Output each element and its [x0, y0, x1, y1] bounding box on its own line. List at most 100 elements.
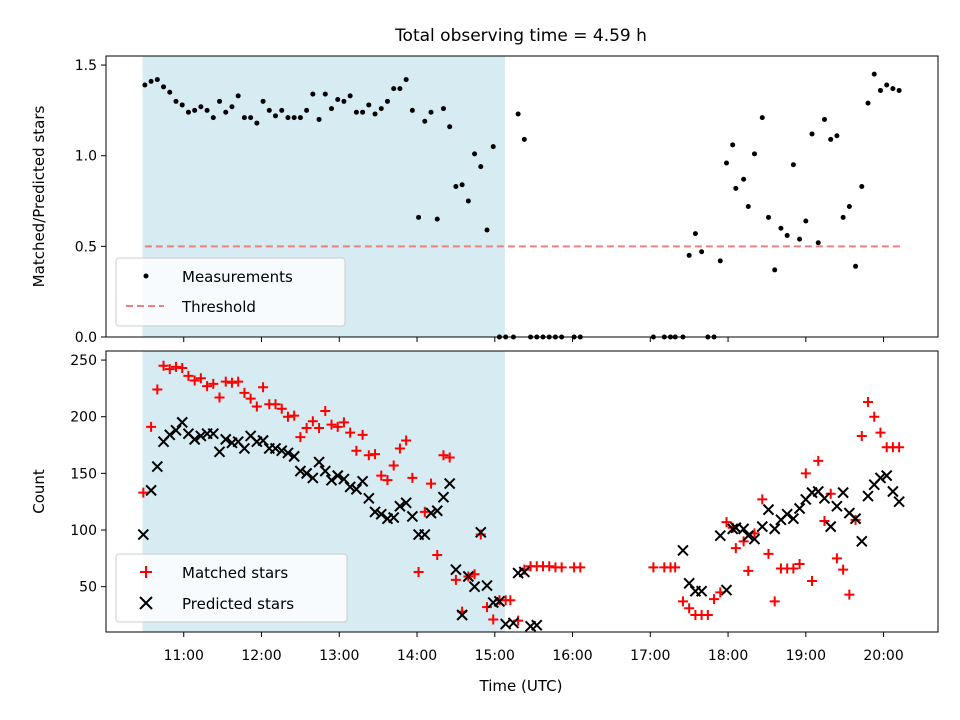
matched-star-point — [505, 595, 516, 606]
measurement-point — [717, 258, 723, 264]
measurement-point — [846, 203, 852, 209]
x-tick-label: 12:00 — [241, 648, 281, 664]
measurement-point — [797, 236, 803, 242]
predicted-star-point — [145, 484, 157, 497]
predicted-star-point — [213, 446, 226, 458]
predicted-star-point — [880, 469, 893, 482]
measurement-point — [490, 144, 496, 150]
matched-star-point — [831, 553, 842, 564]
measurement-point — [217, 98, 223, 104]
matched-star-point — [438, 450, 449, 461]
measurement-point — [447, 124, 453, 130]
matched-star-point — [730, 543, 741, 554]
top-legend: Measurements Threshold — [115, 257, 346, 327]
measurement-point — [733, 185, 739, 191]
matched-star-point — [307, 416, 318, 427]
predicted-star-point — [762, 503, 775, 516]
predicted-star-point — [282, 447, 294, 459]
predicted-star-point — [332, 469, 344, 482]
measurement-point — [453, 184, 459, 190]
measurement-point — [347, 93, 353, 99]
measurement-point — [784, 232, 790, 238]
measurement-point — [279, 107, 285, 113]
measurement-point — [741, 176, 747, 182]
measurement-point — [322, 91, 328, 97]
matched-star-point — [233, 376, 244, 387]
measurement-point — [161, 84, 167, 90]
matched-star-point — [648, 562, 659, 573]
measurement-point — [699, 249, 705, 255]
matched-star-point — [819, 515, 830, 526]
bottom-x-axis: 11:00 12:00 13:00 14:00 15:00 16:00 17:00 18:00… — [164, 632, 904, 664]
predicted-star-point — [720, 584, 733, 596]
measurement-point — [391, 86, 397, 92]
measurement-point — [890, 86, 896, 92]
matched-star-point — [276, 403, 287, 414]
measurement-point — [378, 106, 384, 112]
matched-star-point — [825, 488, 836, 499]
predicted-star-point — [325, 474, 338, 486]
measurement-point — [778, 225, 784, 231]
predicted-star-point — [893, 495, 905, 508]
measurement-point — [759, 115, 765, 121]
matched-star-point — [677, 596, 688, 607]
matched-star-point — [863, 396, 874, 407]
predicted-star-point — [831, 500, 843, 512]
measurement-point — [403, 77, 409, 83]
x-tick-label: 18:00 — [708, 648, 748, 664]
matched-star-point — [444, 452, 455, 463]
measurement-point — [803, 218, 809, 224]
bottom-legend: Matched stars Predicted stars — [115, 553, 348, 623]
measurement-point — [422, 118, 428, 124]
predicted-star-point — [338, 473, 350, 485]
predicted-star-point — [319, 465, 331, 477]
measurement-point — [765, 214, 771, 220]
x-tick-label: 16:00 — [552, 648, 592, 664]
chart-title: Total observing time = 4.59 h — [394, 26, 647, 46]
measurement-point — [229, 104, 235, 110]
measurement-point — [724, 160, 730, 166]
predicted-star-point — [462, 570, 475, 583]
matched-star-point — [326, 419, 337, 430]
predicted-star-point — [849, 512, 862, 525]
predicted-star-point — [238, 442, 251, 455]
top-axes-frame — [105, 55, 939, 338]
matched-star-point — [270, 399, 281, 410]
top-panel: 0.0 0.5 1.0 1.5 Matched/Predicted stars Mea… — [30, 55, 939, 346]
measurement-point — [434, 216, 440, 222]
predicted-star-point — [207, 428, 220, 440]
predicted-star-point — [195, 430, 207, 442]
matched-star-point — [800, 468, 811, 479]
matched-star-point — [189, 375, 200, 386]
measurement-point — [235, 93, 241, 99]
matched-star-point — [794, 559, 805, 570]
predicted-star-point — [406, 510, 419, 523]
predicted-star-point — [363, 492, 375, 505]
measurement-point — [353, 109, 359, 115]
predicted-star-point — [176, 416, 188, 429]
matched-star-point — [738, 536, 749, 547]
bottom-axes-frame — [105, 350, 939, 633]
measurement-point — [772, 267, 778, 273]
predicted-star-point — [269, 442, 282, 455]
predicted-star-point — [683, 577, 695, 589]
measurement-point — [790, 162, 796, 168]
measurement-point — [515, 111, 521, 117]
matched-star-point — [382, 475, 393, 486]
measurement-point — [254, 120, 260, 126]
matched-star-point — [320, 406, 331, 417]
measurement-point — [167, 89, 173, 95]
matched-star-point — [208, 378, 219, 389]
matched-star-point — [239, 387, 250, 398]
measurement-point — [372, 111, 378, 117]
matched-star-point — [170, 361, 181, 372]
matched-star-point — [338, 417, 349, 428]
predicted-star-point — [475, 526, 487, 538]
measurement-point — [210, 115, 216, 121]
matched-star-point — [575, 562, 586, 573]
legend-label-measurements: Measurements — [182, 268, 293, 286]
matched-star-point — [202, 381, 213, 392]
matched-star-point — [721, 517, 732, 528]
matched-star-point — [183, 370, 194, 381]
